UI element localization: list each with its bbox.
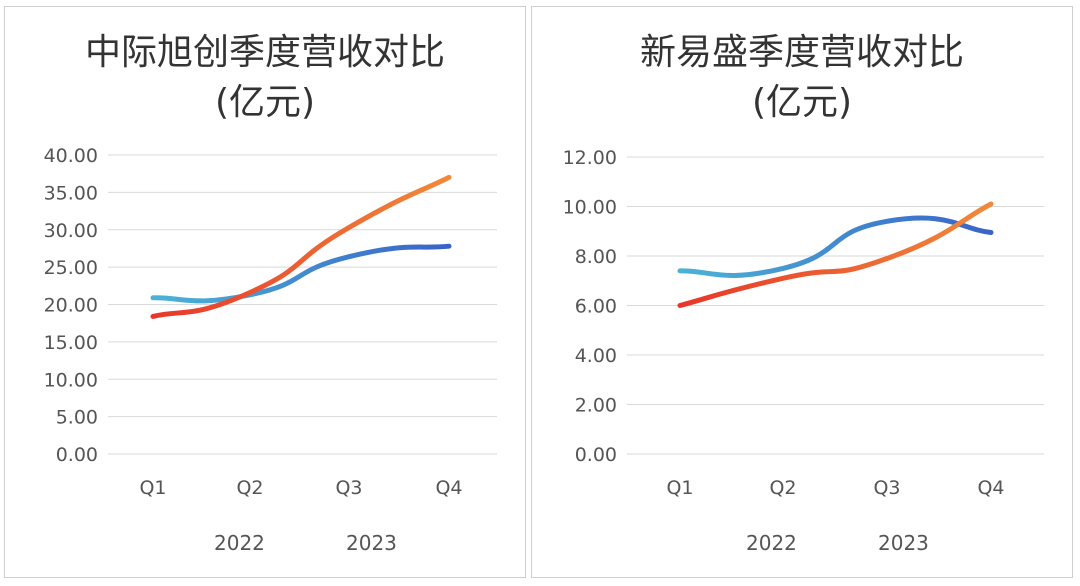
x-tick-label: Q4 [435,477,462,499]
x-tick-label: Q1 [139,477,166,499]
legend-label: 2023 [878,531,929,555]
y-tick-label: 2.00 [575,395,617,417]
series-line-2022 [677,215,994,278]
legend-label: 2023 [346,531,397,555]
chart-panel-right: 新易盛季度营收对比 (亿元) 0.00 2.00 4.00 6.00 8.00 10.00… [531,6,1073,578]
y-tick-label: 10.00 [44,369,98,391]
y-tick-label: 12.00 [563,147,617,169]
y-tick-label: 40.00 [44,145,98,167]
y-tick-label: 0.00 [575,444,617,466]
series-line-2023 [677,201,994,308]
y-tick-label: 5.00 [56,407,98,429]
legend-label: 2022 [746,531,797,555]
series-line-2022 [150,243,452,304]
x-tick-label: Q1 [666,477,693,499]
y-tick-label: 15.00 [44,332,98,354]
y-tick-label: 30.00 [44,220,98,242]
line-chart-left: 0.00 5.00 10.00 15.00 20.00 25.00 30.00 35.00 40… [44,145,497,555]
y-tick-label: 0.00 [56,444,98,466]
y-tick-label: 6.00 [575,296,617,318]
chart-panel-left: 中际旭创季度营收对比 (亿元) 0.00 5.00 10.00 15.00 20.00 2… [4,6,526,578]
chart-subtitle: (亿元) [214,82,316,123]
chart-title: 新易盛季度营收对比 [639,32,964,73]
x-tick-label: Q3 [335,477,362,499]
y-tick-label: 10.00 [563,197,617,219]
x-tick-label: Q4 [977,477,1004,499]
y-tick-label: 25.00 [44,257,98,279]
line-chart-right: 0.00 2.00 4.00 6.00 8.00 10.00 12.00 Q1 Q2 Q3 Q4 20… [563,147,1044,555]
y-tick-label: 8.00 [575,246,617,268]
x-tick-label: Q2 [769,477,796,499]
series-line-2023 [150,174,452,319]
y-tick-label: 35.00 [44,182,98,204]
chart-subtitle: (亿元) [751,82,853,123]
chart-title: 中际旭创季度营收对比 [84,32,445,73]
x-tick-label: Q2 [236,477,263,499]
x-tick-label: Q3 [873,477,900,499]
y-tick-label: 20.00 [44,295,98,317]
legend-label: 2022 [214,531,265,555]
y-tick-label: 4.00 [575,345,617,367]
